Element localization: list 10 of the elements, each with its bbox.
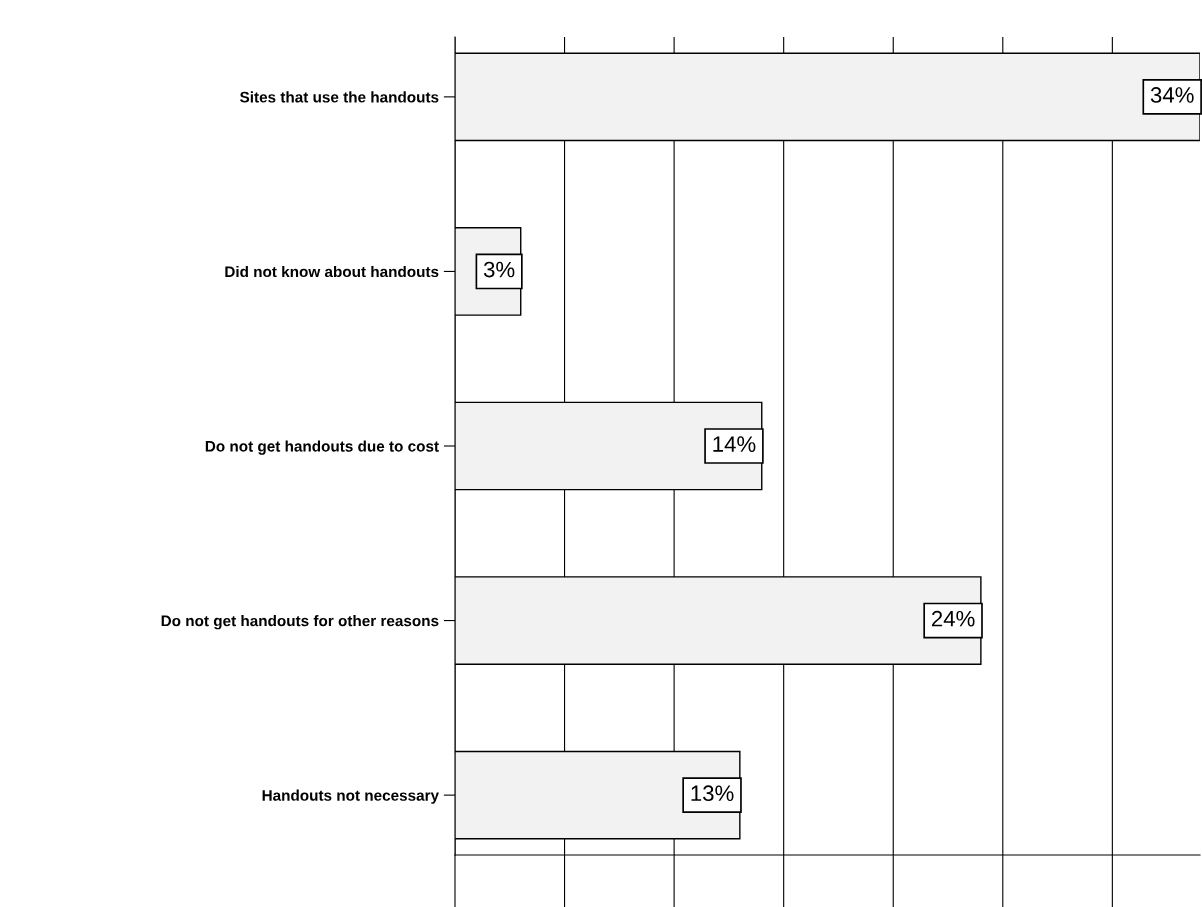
data-label: 3% [483, 261, 515, 278]
y-tick-label: Handouts not necessary [262, 789, 439, 804]
data-label: 13% [691, 785, 734, 802]
data-label: 14% [713, 436, 756, 452]
y-tick-label: Did not know about handouts [225, 265, 439, 278]
y-tick-label: Do not get handouts due to cost [205, 440, 439, 455]
y-tick-label: Do not get handouts for other reasons [161, 615, 439, 630]
data-label: 24% [931, 610, 975, 627]
data-label: 34% [1150, 87, 1194, 103]
y-tick-label: Sites that use the handouts [240, 91, 439, 103]
